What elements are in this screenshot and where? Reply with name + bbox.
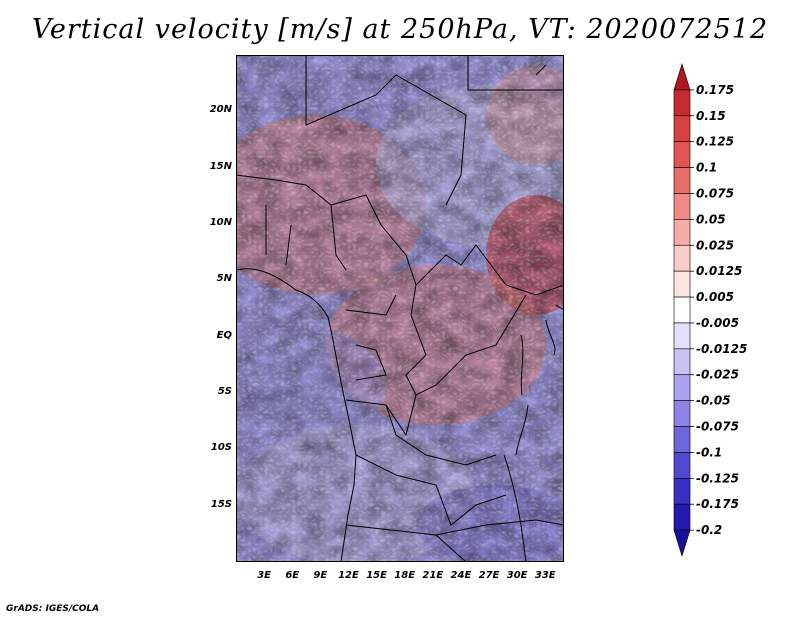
colorbar-band: [673, 322, 691, 350]
field-fine-texture: [236, 55, 564, 562]
longitude-label: 24E: [450, 570, 472, 581]
latitude-label: 15S: [210, 498, 232, 510]
colorbar-label: 0.05: [696, 212, 726, 226]
colorbar-label: 0.0125: [696, 264, 742, 278]
colorbar-label: 0.125: [696, 135, 734, 149]
colorbar-band: [673, 270, 691, 298]
colorbar-band: [673, 452, 691, 479]
colorbar-band: [673, 374, 691, 401]
colorbar-label: 0.075: [696, 186, 734, 200]
colorbar-label: -0.025: [696, 368, 739, 382]
colorbar-band: [673, 529, 691, 558]
colorbar: 0.175 0.15 0.125 0.1 0.075 0.05 0.025 0.0125 0.0…: [673, 62, 747, 558]
colorbar-band: [673, 478, 691, 505]
colorbar-band: [673, 244, 691, 272]
colorbar-label: -0.2: [696, 523, 722, 537]
colorbar-band: [673, 426, 691, 453]
colorbar-label: -0.075: [696, 420, 739, 434]
colorbar-band: [673, 115, 691, 142]
latitude-label: 5S: [217, 386, 232, 397]
colorbar-band: [673, 503, 691, 531]
colorbar-band: [673, 296, 691, 324]
longitude-label: 30E: [506, 570, 528, 581]
map-frame: [236, 55, 564, 562]
colorbar-label: -0.125: [696, 471, 739, 485]
latitude-label: 20N: [209, 104, 232, 116]
colorbar-label: 0.025: [696, 238, 734, 252]
colorbar-label: -0.05: [696, 394, 731, 408]
colorbar-band: [673, 193, 691, 220]
longitude-label: 21E: [422, 570, 444, 581]
colorbar-label: -0.005: [696, 316, 739, 330]
colorbar-band: [673, 167, 691, 194]
colorbar-label: -0.1: [696, 445, 722, 459]
longitude-label: 6E: [285, 570, 300, 581]
velocity-map: [236, 55, 564, 562]
latitude-label: 10N: [209, 217, 232, 228]
chart-title: Vertical velocity [m/s] at 250hPa, VT: 2…: [31, 14, 769, 45]
colorbar-band: [673, 400, 691, 427]
longitude-label: 27E: [478, 570, 500, 581]
longitude-label: 18E: [394, 570, 416, 581]
longitude-label: 15E: [366, 570, 387, 581]
longitude-label: 33E: [534, 570, 556, 581]
latitude-label: 5N: [216, 273, 232, 285]
colorbar-band: [673, 89, 691, 117]
colorbar-label: -0.175: [696, 497, 739, 511]
colorbar-band: [673, 219, 691, 246]
credit-text: GrADS: IGES/COLA: [6, 604, 100, 614]
colorbar-label: 0.175: [696, 83, 734, 97]
longitude-label: 3E: [257, 570, 271, 581]
colorbar-band: [673, 141, 691, 168]
colorbar-label: 0.15: [696, 109, 726, 123]
latitude-label: EQ: [216, 329, 232, 341]
longitude-label: 9E: [313, 570, 328, 581]
colorbar-label: 0.1: [696, 161, 717, 175]
colorbar-label: -0.0125: [696, 342, 747, 356]
colorbar-band: [673, 348, 691, 376]
coastlines-and-borders: [236, 55, 564, 562]
latitude-label: 10S: [210, 442, 232, 454]
latitude-label: 15N: [209, 160, 232, 172]
colorbar-label: 0.005: [696, 290, 734, 304]
colorbar-band: [673, 62, 691, 91]
longitude-label: 12E: [338, 570, 359, 581]
